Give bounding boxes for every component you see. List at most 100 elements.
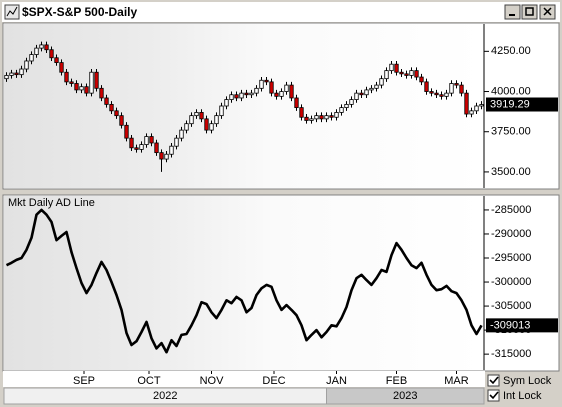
candle-body (199, 112, 204, 120)
candle-body (464, 92, 469, 115)
candle-body (99, 87, 104, 99)
y-tick-label: 3500.00 (491, 166, 531, 178)
y-tick-label: -295000 (491, 252, 531, 264)
year-label: 2022 (153, 390, 177, 402)
candle-body (124, 124, 129, 139)
candle-body (279, 91, 284, 97)
candle-body (434, 92, 439, 96)
candle-body (264, 79, 269, 83)
candle-body (139, 144, 144, 150)
candle-body (284, 84, 289, 92)
candle-body (109, 103, 114, 112)
candle-body (189, 115, 194, 125)
last-value-box (486, 97, 558, 112)
candle-body (89, 71, 94, 94)
candle-body (419, 76, 424, 83)
candle-body (439, 94, 444, 97)
maximize-glyph (525, 7, 534, 16)
candle-body (289, 84, 294, 99)
candle-body (414, 70, 419, 78)
y-tick-label: -315000 (491, 348, 531, 360)
candle-body (369, 87, 374, 91)
y-tick-label: 3750.00 (491, 126, 531, 138)
candle-body (379, 78, 384, 86)
close-glyph (543, 7, 552, 16)
candle-body (219, 105, 224, 117)
x-tick-label: JAN (326, 375, 347, 387)
candle-body (184, 123, 189, 131)
candle-body (134, 147, 139, 150)
candle-body (84, 86, 89, 94)
y-tick-label: 4000.00 (491, 85, 531, 97)
price-plot-bg (4, 24, 484, 188)
minimize-button[interactable] (504, 4, 521, 20)
maximize-button[interactable] (521, 4, 538, 20)
candle-body (44, 44, 49, 51)
candle-body (474, 105, 479, 112)
candle-body (74, 83, 79, 91)
checkbox[interactable] (487, 389, 500, 402)
candle-body (179, 129, 184, 139)
candle-body (9, 72, 14, 76)
candle-body (444, 92, 449, 97)
candle-body (309, 118, 314, 121)
candle-body (299, 107, 304, 118)
candle-body (469, 110, 474, 115)
candle-body (394, 63, 399, 73)
candle-body (144, 136, 149, 145)
candle-body (214, 115, 219, 125)
candle-body (344, 103, 349, 109)
candle-body (324, 115, 329, 120)
candle-body (59, 62, 64, 73)
y-tick-label: -305000 (491, 300, 531, 312)
candle-body (349, 99, 354, 105)
candle-body (269, 81, 274, 94)
checkbox[interactable] (487, 374, 500, 387)
candle-body (174, 137, 179, 147)
candle-body (94, 71, 99, 89)
candle-body (454, 83, 459, 86)
ad-plot-bg (4, 196, 484, 370)
candle-body (79, 86, 84, 91)
window-icon-glyph (6, 6, 18, 17)
window-buttons[interactable] (504, 4, 556, 20)
candle-body (389, 63, 394, 72)
candle-body (29, 54, 34, 62)
candle-body (249, 92, 254, 96)
candle-body (314, 115, 319, 120)
x-tick-label: OCT (137, 375, 161, 387)
candle-body (54, 57, 59, 63)
last-value-label: -309013 (490, 319, 530, 331)
y-tick-label: -285000 (491, 204, 531, 216)
candle-body (209, 123, 214, 131)
candle-body (364, 89, 369, 96)
candle-body (49, 49, 54, 59)
y-tick-label: 4250.00 (491, 45, 531, 57)
x-tick-label: DEC (262, 375, 285, 387)
candle-body (449, 83, 454, 94)
x-tick-label: FEB (386, 375, 407, 387)
candle-body (159, 152, 164, 160)
candle-body (304, 116, 309, 121)
candle-body (224, 99, 229, 107)
x-tick-label: NOV (200, 375, 225, 387)
candle-body (169, 145, 174, 155)
year-band (326, 387, 485, 405)
checkbox-label[interactable]: Int Lock (503, 390, 542, 402)
candle-body (429, 91, 434, 94)
candle-body (129, 137, 134, 149)
last-value-label: 3919.29 (490, 98, 530, 110)
candle-body (239, 92, 244, 99)
candle-body (234, 94, 239, 99)
candle-body (244, 92, 249, 96)
candle-body (154, 142, 159, 154)
candle-body (374, 84, 379, 89)
candle-body (424, 81, 429, 92)
candle-body (329, 115, 334, 118)
candle-body (14, 72, 19, 76)
y-tick-label: -290000 (491, 228, 531, 240)
candle-body (19, 68, 24, 76)
candle-body (69, 81, 74, 84)
checkbox-label[interactable]: Sym Lock (503, 375, 552, 387)
